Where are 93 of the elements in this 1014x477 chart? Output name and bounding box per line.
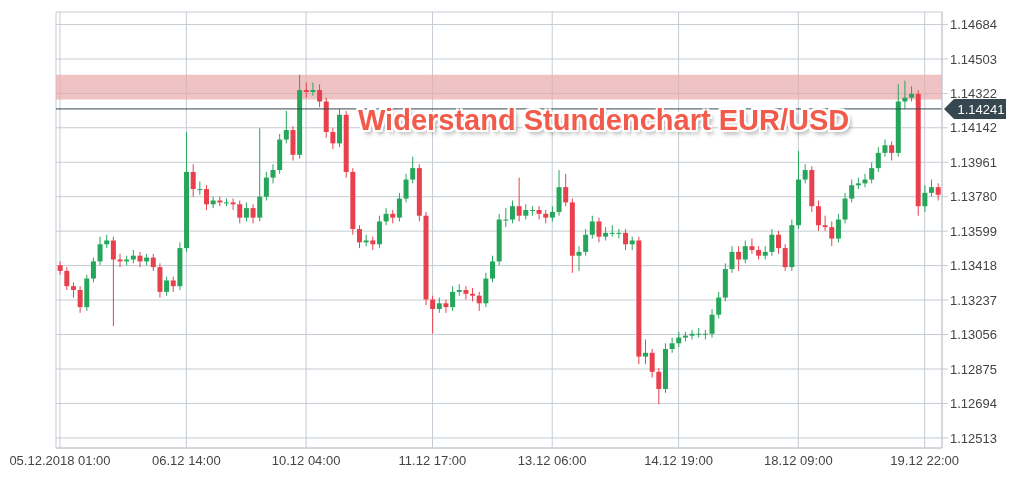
candlestick [742,239,748,264]
candlestick [190,163,196,198]
candlestick [776,230,782,255]
candlestick [97,236,103,266]
x-tick-label: 19.12 22:00 [890,453,960,469]
candlestick [356,224,362,249]
candlestick [736,245,742,272]
candlestick [829,220,835,247]
candlestick [257,127,263,222]
candlestick [383,207,389,226]
ref-line-label: 1.14241 [957,101,1005,117]
candlestick [769,228,775,257]
candlestick [237,199,243,224]
annotation: Widerstand Stundenchart EUR/USD [358,104,850,137]
candlestick [596,217,602,243]
candlestick [709,308,715,339]
candlestick [250,203,256,224]
candlestick [802,163,808,184]
candlestick [90,257,96,283]
candlestick [889,140,895,162]
x-tick-label: 06.12 14:00 [152,453,221,469]
candlestick [463,285,469,300]
y-tick-label: 1.13237 [950,292,997,308]
candlestick [303,81,309,99]
x-tick-label: 05.12.2018 01:00 [9,453,111,469]
candlestick [310,81,316,97]
candlestick [110,236,116,327]
candlestick [410,156,416,184]
candlestick [516,177,522,222]
candlestick [815,199,821,232]
candlestick [623,228,629,251]
candlestick [376,215,382,249]
y-tick-label: 1.12694 [950,396,997,412]
candlestick [317,83,323,108]
candlestick [263,171,269,201]
candlestick [822,215,828,232]
candlestick [230,198,236,211]
candlestick [330,127,336,150]
candlestick [782,243,788,272]
candlestick [749,238,755,255]
candlestick [643,338,649,365]
x-tick-label: 11.12 17:00 [398,453,467,469]
candlestick [476,291,482,312]
candlestick [243,201,249,222]
candlestick [716,291,722,320]
y-tick-label: 1.14684 [950,17,997,33]
candlestick [536,205,542,221]
candlestick [450,285,456,312]
x-tick-label: 14.12 19:00 [644,453,713,469]
candlestick [656,367,662,405]
x-tick-label: 10.12 04:00 [271,453,341,469]
candlestick [842,192,848,224]
y-tick-label: 1.12513 [950,430,997,446]
candlestick [922,184,928,213]
candlestick [869,161,875,184]
y-tick-label: 1.14142 [950,120,997,136]
candlestick [363,234,369,247]
candlestick [509,199,515,224]
candlestick [849,179,855,203]
candlestick [649,348,655,379]
candlestick [64,266,70,291]
candlestick [882,139,888,158]
candlestick [589,215,595,240]
candlestick [669,337,675,354]
y-tick-label: 1.12875 [950,361,997,377]
candlestick [270,163,276,184]
y-tick-label: 1.13418 [950,258,997,274]
candlestick [529,205,535,217]
candlestick [403,173,409,203]
candlestick [283,110,289,144]
y-tick-label: 1.13961 [950,154,997,170]
y-tick-label: 1.13056 [950,327,997,343]
candlestick [430,295,436,335]
x-tick-label: 18.12 09:00 [763,453,833,469]
candlestick [576,245,582,272]
y-tick-label: 1.14503 [950,51,997,67]
candlestick [835,213,841,243]
candlestick [583,228,589,257]
candlestick [563,173,569,207]
x-tick-label: 13.12 06:00 [517,453,587,469]
candlestick [396,192,402,222]
candlestick [729,245,735,274]
candlestick [490,255,496,283]
y-tick-label: 1.13599 [950,223,997,239]
candlestick [875,146,881,173]
candlestick [77,285,83,314]
candlestick [204,184,209,211]
candlestick [164,276,170,297]
candlestick [443,298,449,314]
candlestick [197,180,203,196]
candlestick [456,283,462,297]
y-tick-label: 1.14322 [950,86,997,102]
y-tick-label: 1.13780 [950,189,997,205]
